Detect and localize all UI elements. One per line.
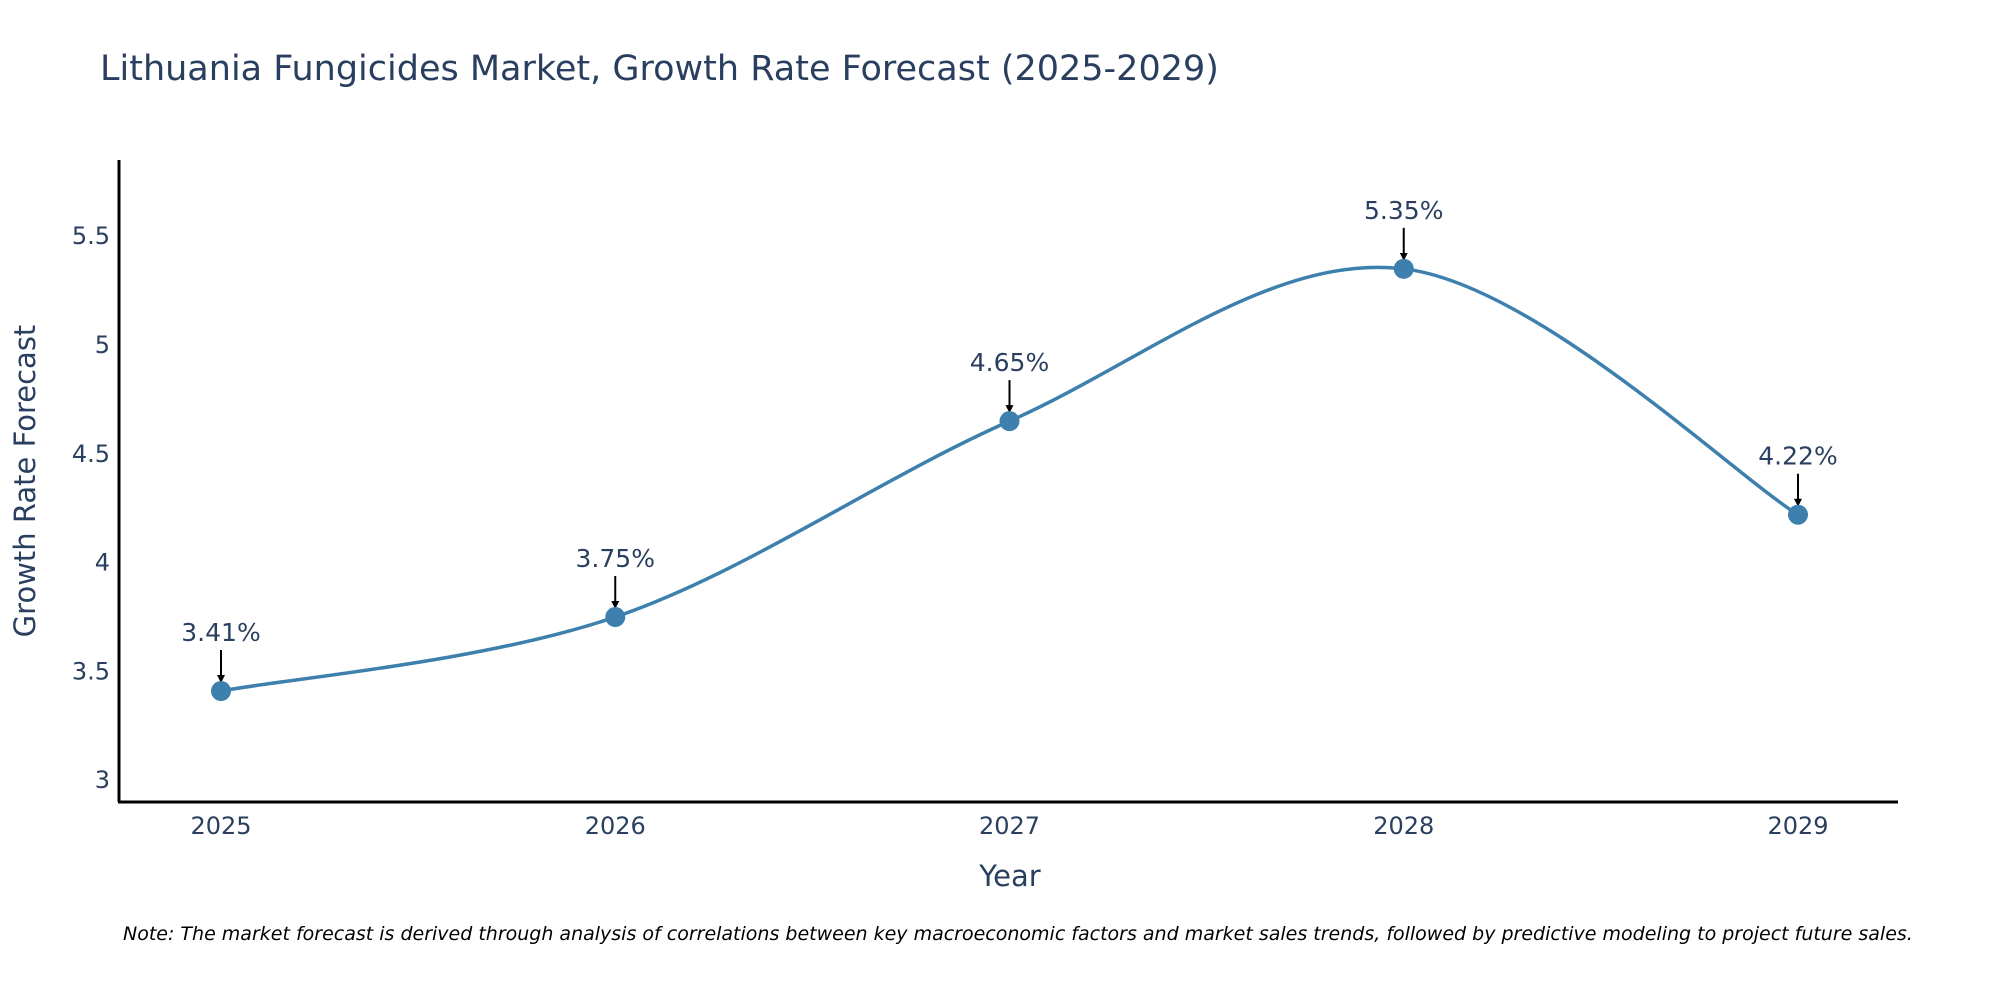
- y-tick-label: 3: [95, 766, 110, 794]
- data-point: [1788, 504, 1808, 525]
- data-label: 3.41%: [181, 618, 260, 647]
- y-tick-label: 5: [95, 331, 110, 359]
- data-label: 4.65%: [970, 348, 1049, 377]
- y-tick-label: 3.5: [72, 657, 110, 685]
- y-axis-ticks: 3 3.5 4 4.5 5 5.5: [72, 222, 110, 794]
- data-point: [1393, 258, 1414, 279]
- y-axis-title: Growth Rate Forecast: [8, 325, 42, 638]
- x-tick-label: 2028: [1373, 812, 1434, 840]
- data-point: [999, 411, 1020, 432]
- y-tick-label: 4.5: [72, 440, 110, 468]
- data-markers: [211, 258, 1808, 702]
- x-tick-label: 2027: [979, 812, 1040, 840]
- chart-title: Lithuania Fungicides Market, Growth Rate…: [100, 49, 1219, 89]
- x-tick-label: 2026: [585, 812, 646, 840]
- x-axis-title: Year: [978, 859, 1040, 893]
- footnote: Note: The market forecast is derived thr…: [123, 923, 1913, 945]
- data-point: [605, 607, 626, 628]
- series-line: [220, 265, 1799, 693]
- y-tick-label: 5.5: [72, 222, 110, 250]
- data-label: 4.22%: [1758, 442, 1837, 471]
- data-label: 5.35%: [1364, 196, 1443, 225]
- x-tick-label: 2029: [1767, 812, 1828, 840]
- x-axis-ticks: 2025 2026 2027 2028 2029: [190, 812, 1828, 840]
- y-tick-label: 4: [95, 549, 110, 577]
- data-annotations: 3.41% 3.75% 4.65% 5.35% 4.22%: [181, 196, 1838, 684]
- data-label: 3.75%: [576, 544, 655, 573]
- data-point: [211, 681, 231, 702]
- x-tick-label: 2025: [190, 812, 251, 840]
